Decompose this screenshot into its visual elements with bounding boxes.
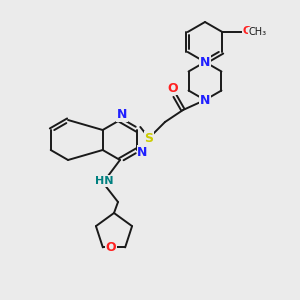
Text: HN: HN	[95, 176, 113, 186]
Text: O: O	[168, 82, 178, 94]
Text: CH₃: CH₃	[248, 27, 266, 37]
Text: O: O	[106, 241, 116, 254]
Text: N: N	[117, 109, 127, 122]
Text: N: N	[200, 56, 210, 68]
Text: S: S	[145, 131, 154, 145]
Text: O: O	[243, 26, 252, 36]
Text: N: N	[137, 146, 148, 158]
Text: N: N	[200, 94, 210, 106]
